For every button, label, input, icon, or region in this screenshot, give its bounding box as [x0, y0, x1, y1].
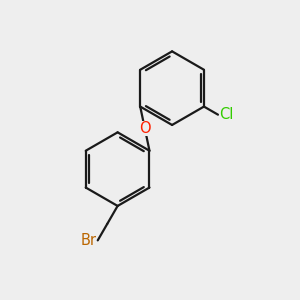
Text: Cl: Cl [220, 107, 234, 122]
Text: O: O [139, 121, 151, 136]
Text: Br: Br [80, 233, 96, 248]
